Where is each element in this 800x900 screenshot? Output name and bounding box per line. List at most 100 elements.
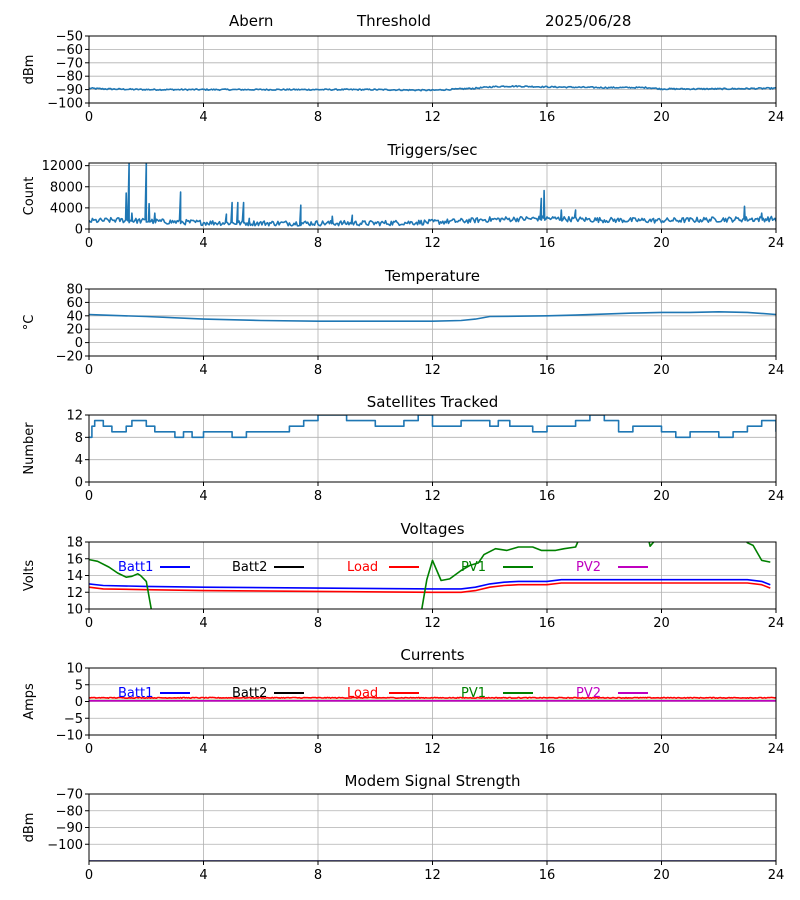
x-tick-label: 4: [199, 742, 207, 757]
y-axis-label: Number: [22, 422, 37, 475]
series-line: [89, 84, 776, 92]
y-tick-label: −50: [56, 30, 83, 45]
x-tick-label: 20: [653, 236, 670, 251]
series-line-batt1: [89, 578, 771, 590]
chart-title: Currents: [400, 646, 464, 664]
legend-label: PV1: [461, 560, 486, 575]
x-tick-label: 0: [85, 616, 93, 631]
y-tick-label: 40: [66, 309, 83, 324]
x-tick-label: 12: [424, 868, 441, 883]
y-tick-label: −70: [56, 788, 83, 803]
y-tick-label: 12: [66, 586, 83, 601]
y-tick-label: 14: [66, 569, 83, 584]
x-tick-label: 4: [199, 363, 207, 378]
x-tick-label: 16: [539, 489, 556, 504]
y-tick-label: 20: [66, 323, 83, 338]
x-tick-label: 24: [768, 363, 785, 378]
series-line-pv1: [89, 558, 153, 609]
y-tick-label: 12000: [42, 159, 83, 174]
x-tick-label: 4: [199, 489, 207, 504]
series-line: [89, 415, 776, 439]
x-tick-label: 8: [314, 236, 322, 251]
chart-title: Voltages: [400, 520, 464, 538]
x-tick-label: 0: [85, 868, 93, 883]
chart-title: Modem Signal Strength: [345, 772, 521, 790]
y-tick-label: −80: [56, 804, 83, 819]
y-axis-label: Volts: [22, 560, 37, 592]
x-tick-label: 4: [199, 868, 207, 883]
x-tick-label: 12: [424, 236, 441, 251]
x-tick-label: 20: [653, 363, 670, 378]
y-tick-label: 4: [75, 453, 83, 468]
y-tick-label: −90: [56, 821, 83, 836]
y-tick-label: 8: [75, 431, 83, 446]
y-tick-label: −60: [56, 43, 83, 58]
y-tick-label: 10: [66, 603, 83, 618]
x-tick-label: 20: [653, 868, 670, 883]
y-tick-label: 0: [75, 476, 83, 491]
x-tick-label: 8: [314, 616, 322, 631]
series-line-pv1: [421, 542, 579, 609]
x-tick-label: 20: [653, 489, 670, 504]
x-tick-label: 0: [85, 236, 93, 251]
x-tick-label: 24: [768, 616, 785, 631]
y-tick-label: 0: [75, 336, 83, 351]
y-tick-label: 16: [66, 552, 83, 567]
x-tick-label: 12: [424, 110, 441, 125]
x-tick-label: 4: [199, 110, 207, 125]
report-date: 2025/06/28: [545, 12, 632, 30]
y-tick-label: −90: [56, 83, 83, 98]
plot-area-temperature: [89, 310, 776, 323]
y-tick-label: 10: [66, 662, 83, 677]
y-tick-label: −100: [47, 97, 83, 112]
x-tick-label: 4: [199, 616, 207, 631]
y-axis-label: Amps: [22, 683, 37, 720]
x-tick-label: 12: [424, 489, 441, 504]
y-tick-label: 60: [66, 296, 83, 311]
plot-area-threshold: [89, 84, 776, 92]
y-tick-label: 8000: [50, 180, 83, 195]
x-tick-label: 8: [314, 868, 322, 883]
y-tick-label: −5: [64, 712, 83, 727]
series-line: [89, 310, 776, 323]
x-tick-label: 24: [768, 868, 785, 883]
x-tick-label: 4: [199, 236, 207, 251]
station-name: Abern: [229, 12, 274, 30]
series-line: [89, 163, 776, 227]
x-tick-label: 20: [653, 742, 670, 757]
x-tick-label: 12: [424, 363, 441, 378]
y-tick-label: 5: [75, 678, 83, 693]
y-tick-label: 80: [66, 283, 83, 298]
x-tick-label: 16: [539, 363, 556, 378]
series-line-load: [89, 582, 771, 594]
chart-title: Triggers/sec: [387, 141, 478, 159]
series-line-pv1: [648, 542, 655, 548]
series-line-load: [89, 696, 776, 700]
chart-title: Temperature: [384, 267, 480, 285]
x-tick-label: 16: [539, 742, 556, 757]
series-line-pv1: [745, 542, 771, 563]
y-tick-label: 12: [66, 409, 83, 424]
x-tick-label: 24: [768, 110, 785, 125]
x-tick-label: 12: [424, 742, 441, 757]
x-tick-label: 8: [314, 110, 322, 125]
legend-label: Batt2: [232, 560, 267, 575]
legend-label: Load: [347, 560, 378, 575]
x-tick-label: 8: [314, 742, 322, 757]
x-tick-label: 16: [539, 236, 556, 251]
plot-area-voltages: [89, 542, 771, 609]
y-axis-label: Count: [22, 177, 37, 216]
x-tick-label: 24: [768, 742, 785, 757]
x-tick-label: 24: [768, 236, 785, 251]
chart-modem: 0 4 8 12 16 20 24 −100 −90 −80−70 Modem Signal Str…: [22, 772, 784, 883]
x-tick-label: 16: [539, 868, 556, 883]
chart-triggers: 0 4 8 12 16 20 24 0 4000 8000 12000 Triggers/sec Cou…: [22, 141, 784, 251]
plot-area-currents: [89, 696, 776, 702]
chart-threshold: 0 4 8 12 16 20 24 −100−90−80−70−60−50 dBm: [22, 30, 784, 126]
x-tick-label: 24: [768, 489, 785, 504]
x-tick-label: 16: [539, 110, 556, 125]
